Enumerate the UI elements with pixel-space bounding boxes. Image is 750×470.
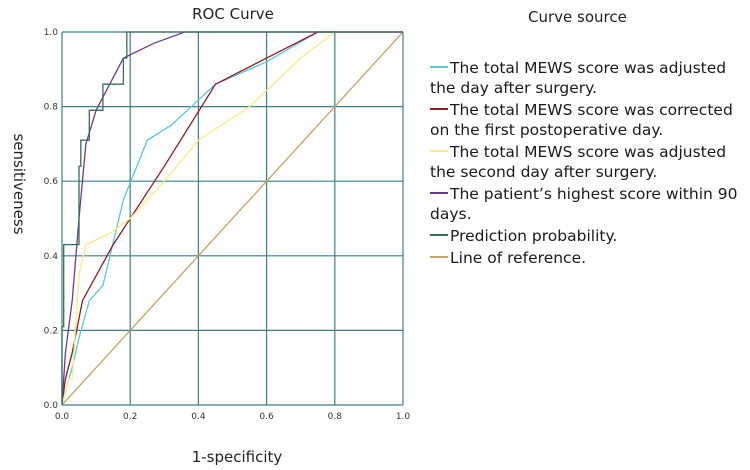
y-tick-label: 0.6 <box>44 177 59 187</box>
series-line-5 <box>61 31 403 405</box>
series-line-6 <box>61 31 404 406</box>
plot-area: 0.0 0.2 0.4 0.6 0.8 1.0 0.0 0.2 0.4 0.6 0.8 1.0 <box>44 28 411 422</box>
legend-swatch <box>430 255 448 258</box>
legend-item: The total MEWS score was adjusted the se… <box>430 142 745 182</box>
legend-label: Prediction probability. <box>450 227 618 245</box>
series-line-2 <box>61 31 403 406</box>
legend-item: The total MEWS score was corrected on th… <box>430 100 745 140</box>
legend-item: The patient’s highest score within 90 da… <box>430 184 745 224</box>
y-tick-label: 1.0 <box>44 28 59 38</box>
y-tick-label: 0.8 <box>44 103 59 113</box>
y-tick-label: 0.2 <box>44 326 58 336</box>
legend-label: The total MEWS score was corrected on th… <box>430 101 733 139</box>
x-tick-label: 0.6 <box>259 412 274 422</box>
legend-swatch <box>430 233 448 236</box>
legend-swatch <box>430 107 448 110</box>
x-tick-label: 1.0 <box>396 412 411 422</box>
legend-title: Curve source <box>528 8 627 26</box>
legend-swatch <box>430 149 448 152</box>
x-tick-label: 0.4 <box>191 412 206 422</box>
x-tick-label: 0.2 <box>123 412 137 422</box>
legend-swatch <box>430 65 448 68</box>
legend-label: Line of reference. <box>450 249 587 267</box>
legend-swatch <box>430 191 448 194</box>
y-tick-label: 0.0 <box>44 401 59 411</box>
chart-title: ROC Curve <box>192 5 274 23</box>
legend-item: The total MEWS score was adjusted the da… <box>430 58 745 98</box>
legend: The total MEWS score was adjusted the da… <box>430 58 745 270</box>
legend-item: Line of reference. <box>430 248 745 268</box>
series-line-1 <box>61 31 403 406</box>
legend-item: Prediction probability. <box>430 226 745 246</box>
legend-label: The patient’s highest score within 90 da… <box>430 185 738 223</box>
legend-label: The total MEWS score was adjusted the se… <box>430 143 727 181</box>
series-line-3 <box>61 31 403 406</box>
y-axis-label: sensitiveness <box>10 133 28 234</box>
x-axis-label: 1-specificity <box>192 448 283 466</box>
y-tick-label: 0.4 <box>44 252 59 262</box>
legend-label: The total MEWS score was adjusted the da… <box>430 59 727 97</box>
x-tick-label: 0.8 <box>328 412 343 422</box>
x-tick-label: 0.0 <box>55 412 70 422</box>
